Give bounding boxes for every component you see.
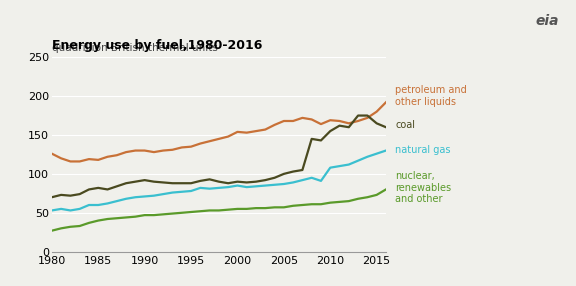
Text: natural gas: natural gas [395, 145, 450, 155]
Text: quadrillion British thermal units: quadrillion British thermal units [52, 43, 218, 53]
Text: nuclear,
renewables
and other: nuclear, renewables and other [395, 171, 452, 204]
Text: petroleum and
other liquids: petroleum and other liquids [395, 85, 467, 107]
Text: Energy use by fuel,1980-2016: Energy use by fuel,1980-2016 [52, 39, 262, 52]
Text: coal: coal [395, 120, 415, 130]
Text: eia: eia [535, 14, 559, 28]
